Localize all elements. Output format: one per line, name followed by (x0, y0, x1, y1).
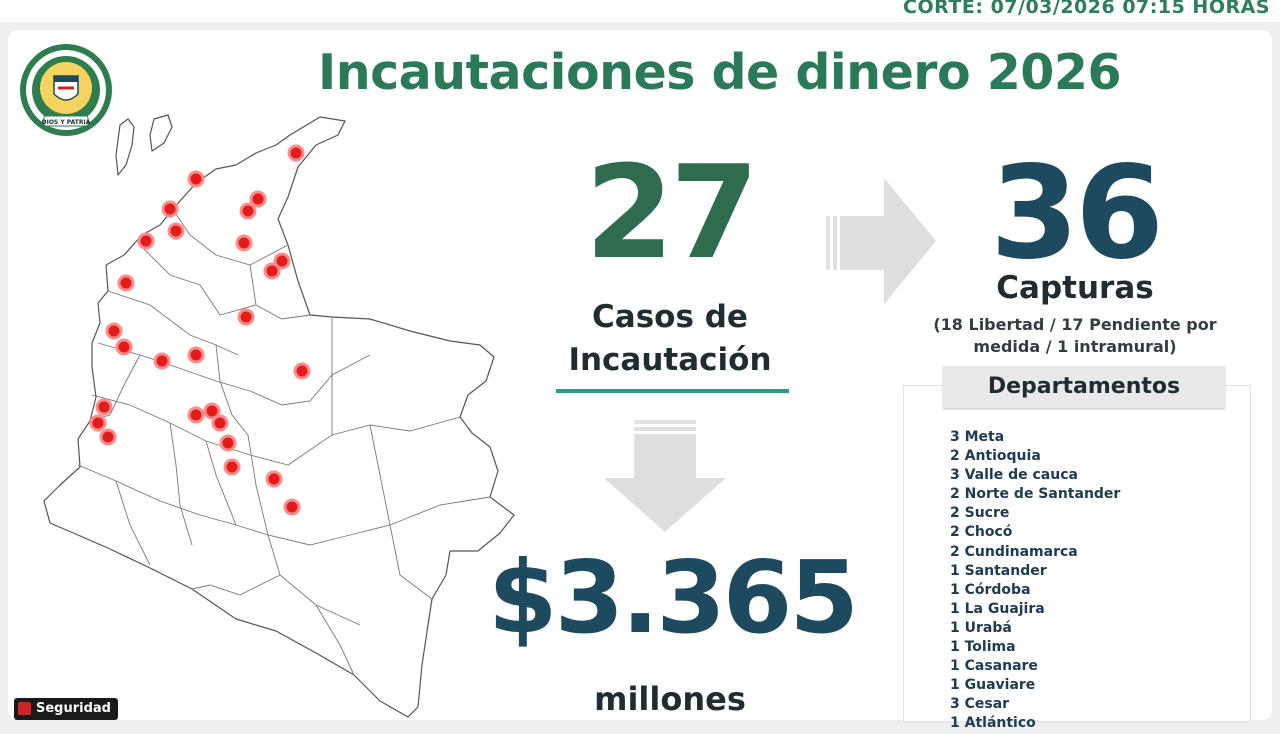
list-item: 2 Chocó (950, 524, 1013, 541)
departments-list: 3 Meta 2 Antioquia 3 Valle de cauca 2 No… (950, 428, 1120, 734)
captures-detail-line1: (18 Libertad / 17 Pendiente por (933, 315, 1217, 334)
list-item: 1 Guaviare (950, 677, 1036, 694)
map-marker-icon (283, 498, 301, 516)
corte-timestamp: CORTE: 07/03/2026 07:15 HORAS (903, 0, 1270, 18)
money-unit: millones (594, 680, 746, 718)
list-item: 2 Norte de Santander (950, 486, 1121, 503)
map-marker-icon (117, 274, 135, 292)
arrow-right-icon (826, 178, 936, 304)
map-marker-icon (95, 398, 113, 416)
map-marker-icon (223, 458, 241, 476)
seguridad-badge: Seguridad (14, 698, 118, 720)
map-marker-icon (235, 234, 253, 252)
list-item: 2 Sucre (950, 505, 1010, 522)
map-marker-icon (137, 232, 155, 250)
list-item: 1 Córdoba (950, 581, 1031, 598)
dept-border (205, 440, 237, 526)
list-item: 1 Atlántico (950, 715, 1036, 732)
dept-border (91, 394, 461, 466)
map-marker-icon (263, 262, 281, 280)
list-item: 1 Urabá (950, 619, 1012, 636)
cases-label-line2: Incautación (568, 341, 772, 378)
map-marker-icon (239, 202, 257, 220)
dept-border (169, 422, 193, 546)
map-marker-icon (115, 338, 133, 356)
colombia-map (43, 114, 515, 718)
map-marker-icon (161, 200, 179, 218)
top-bar: CORTE: 07/03/2026 07:15 HORAS (0, 0, 1280, 22)
list-item: 1 Casanare (950, 658, 1038, 675)
dept-border (107, 290, 239, 356)
map-marker-icon (203, 402, 221, 420)
map-marker-icon (187, 346, 205, 364)
departments-panel (903, 385, 1251, 722)
list-item: 2 Cundinamarca (950, 543, 1078, 560)
badge-logo-icon (18, 702, 31, 715)
map-marker-icon (187, 170, 205, 188)
police-seal-logo: DIOS Y PATRIA (20, 44, 112, 136)
map-marker-icon (153, 352, 171, 370)
dept-border (169, 204, 289, 266)
money-amount: $3.365 (488, 539, 859, 656)
dept-border (191, 574, 281, 596)
captures-label: Capturas (996, 270, 1154, 306)
island-providencia (149, 114, 173, 152)
list-item: 1 Santander (950, 562, 1047, 579)
map-marker-icon (89, 414, 107, 432)
dept-border (139, 244, 257, 316)
cases-underline (556, 389, 789, 393)
dept-border (247, 434, 361, 626)
list-item: 3 Valle de cauca (950, 467, 1078, 484)
badge-label: Seguridad (36, 701, 111, 716)
svg-text:DIOS Y PATRIA: DIOS Y PATRIA (42, 119, 91, 126)
dept-border (97, 342, 371, 406)
departments-title: Departamentos (943, 366, 1225, 408)
list-item: 1 Tolima (950, 639, 1016, 656)
dept-border (249, 264, 311, 320)
cases-label-line1: Casos de (592, 299, 748, 335)
captures-detail-line2: medida / 1 intramural) (973, 336, 1177, 356)
map-marker-icon (211, 414, 229, 432)
island-san-andres (115, 118, 135, 176)
list-item: 3 Cesar (950, 696, 1010, 713)
map-marker-icon (287, 144, 305, 162)
page-title: Incautaciones de dinero 2026 (318, 44, 1122, 101)
dept-border (369, 424, 433, 600)
arrow-down-icon (604, 420, 726, 532)
map-marker-icon (293, 362, 311, 380)
dept-border (115, 480, 151, 566)
map-marker-icon (249, 190, 267, 208)
country-outline (43, 116, 515, 718)
map-marker-icon (187, 406, 205, 424)
cases-label: Casos de Incautación (540, 296, 800, 382)
map-marker-icon (273, 252, 291, 270)
cases-count: 27 (584, 139, 759, 288)
map-marker-icon (237, 308, 255, 326)
dept-border (315, 604, 355, 676)
captures-detail: (18 Libertad / 17 Pendiente por medida /… (915, 314, 1235, 357)
list-item: 3 Meta (950, 429, 1005, 445)
list-item: 1 La Guajira (950, 600, 1045, 617)
captures-count: 36 (989, 139, 1164, 288)
list-item: 2 Antioquia (950, 448, 1041, 465)
map-marker-icon (99, 428, 117, 446)
map-markers (89, 144, 311, 516)
map-marker-icon (219, 434, 237, 452)
map-marker-icon (105, 322, 123, 340)
dept-border (215, 344, 249, 436)
map-marker-icon (265, 470, 283, 488)
map-marker-icon (167, 222, 185, 240)
